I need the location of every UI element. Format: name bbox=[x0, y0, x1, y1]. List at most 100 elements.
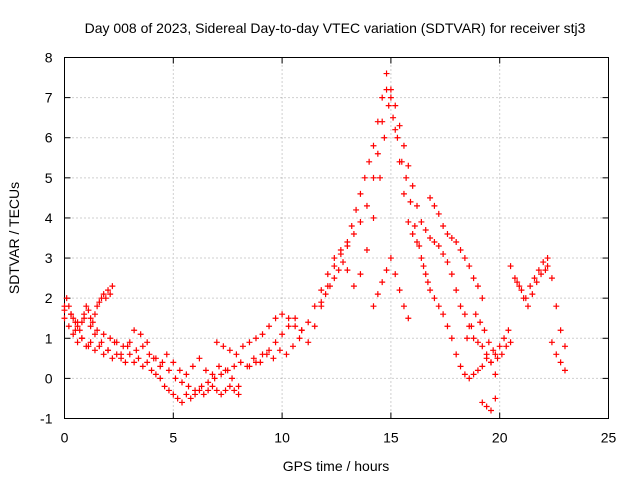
data-point bbox=[109, 283, 116, 290]
data-point bbox=[366, 158, 373, 165]
y-tick-label: 0 bbox=[45, 370, 53, 386]
data-point bbox=[279, 311, 286, 318]
data-point bbox=[483, 403, 490, 410]
data-point bbox=[453, 239, 460, 246]
data-point bbox=[122, 359, 129, 366]
chart-title: Day 008 of 2023, Sidereal Day-to-day VTE… bbox=[85, 20, 586, 36]
data-point bbox=[183, 391, 190, 398]
data-point bbox=[85, 307, 92, 314]
data-point bbox=[179, 379, 186, 386]
data-point bbox=[544, 263, 551, 270]
data-point bbox=[481, 327, 488, 334]
data-point bbox=[231, 387, 238, 394]
data-point bbox=[422, 271, 429, 278]
data-point bbox=[81, 315, 88, 322]
data-point bbox=[172, 375, 179, 382]
data-point bbox=[524, 303, 531, 310]
data-point bbox=[100, 291, 107, 298]
data-point bbox=[157, 363, 164, 370]
data-point bbox=[89, 319, 96, 326]
data-point bbox=[292, 315, 299, 322]
data-point bbox=[70, 315, 77, 322]
data-point bbox=[479, 343, 486, 350]
data-point bbox=[461, 255, 468, 262]
data-point bbox=[453, 287, 460, 294]
data-point bbox=[131, 327, 138, 334]
y-tick-label: 5 bbox=[45, 170, 53, 186]
data-point bbox=[150, 355, 157, 362]
data-point bbox=[318, 287, 325, 294]
data-point bbox=[298, 327, 305, 334]
data-point bbox=[490, 347, 497, 354]
data-point bbox=[400, 303, 407, 310]
data-point bbox=[202, 367, 209, 374]
data-point bbox=[118, 351, 125, 358]
data-point bbox=[266, 323, 273, 330]
data-point bbox=[233, 351, 240, 358]
data-point bbox=[385, 102, 392, 109]
data-point bbox=[146, 351, 153, 358]
data-point bbox=[335, 267, 342, 274]
data-point bbox=[239, 343, 246, 350]
data-point bbox=[91, 347, 98, 354]
data-point bbox=[259, 331, 266, 338]
data-point bbox=[292, 323, 299, 330]
data-point bbox=[487, 407, 494, 414]
data-point bbox=[553, 303, 560, 310]
data-point bbox=[165, 387, 172, 394]
data-point bbox=[427, 287, 434, 294]
data-point bbox=[96, 343, 103, 350]
data-point bbox=[63, 295, 70, 302]
data-point bbox=[222, 387, 229, 394]
data-point bbox=[407, 198, 414, 205]
data-point bbox=[357, 218, 364, 225]
data-point bbox=[398, 158, 405, 165]
data-point bbox=[218, 371, 225, 378]
data-point bbox=[474, 339, 481, 346]
data-point bbox=[266, 347, 273, 354]
data-point bbox=[374, 150, 381, 157]
data-point bbox=[161, 383, 168, 390]
data-point bbox=[211, 375, 218, 382]
data-point bbox=[444, 323, 451, 330]
data-point bbox=[98, 339, 105, 346]
data-point bbox=[74, 319, 81, 326]
data-point bbox=[533, 279, 540, 286]
data-point bbox=[548, 339, 555, 346]
x-tick-label: 10 bbox=[274, 430, 290, 446]
data-point bbox=[179, 399, 186, 406]
data-point bbox=[65, 323, 72, 330]
data-point bbox=[139, 363, 146, 370]
data-point bbox=[461, 371, 468, 378]
data-point bbox=[431, 239, 438, 246]
data-point bbox=[440, 251, 447, 258]
data-point bbox=[383, 70, 390, 77]
data-point bbox=[159, 359, 166, 366]
data-point bbox=[501, 335, 508, 342]
data-point bbox=[379, 279, 386, 286]
data-point bbox=[470, 371, 477, 378]
data-point bbox=[296, 335, 303, 342]
data-point bbox=[361, 174, 368, 181]
data-point bbox=[94, 327, 101, 334]
data-point bbox=[400, 142, 407, 149]
data-point bbox=[324, 271, 331, 278]
data-point bbox=[109, 355, 116, 362]
data-point bbox=[363, 247, 370, 254]
data-point bbox=[107, 335, 114, 342]
data-point bbox=[357, 190, 364, 197]
data-point bbox=[540, 259, 547, 266]
data-point bbox=[289, 343, 296, 350]
data-point bbox=[394, 134, 401, 141]
data-point bbox=[538, 271, 545, 278]
data-point bbox=[531, 275, 538, 282]
y-tick-label: 7 bbox=[45, 90, 53, 106]
data-point bbox=[503, 343, 510, 350]
data-point bbox=[213, 339, 220, 346]
data-point bbox=[87, 315, 94, 322]
data-point bbox=[453, 351, 460, 358]
data-point bbox=[305, 339, 312, 346]
data-point bbox=[470, 275, 477, 282]
data-point bbox=[87, 323, 94, 330]
